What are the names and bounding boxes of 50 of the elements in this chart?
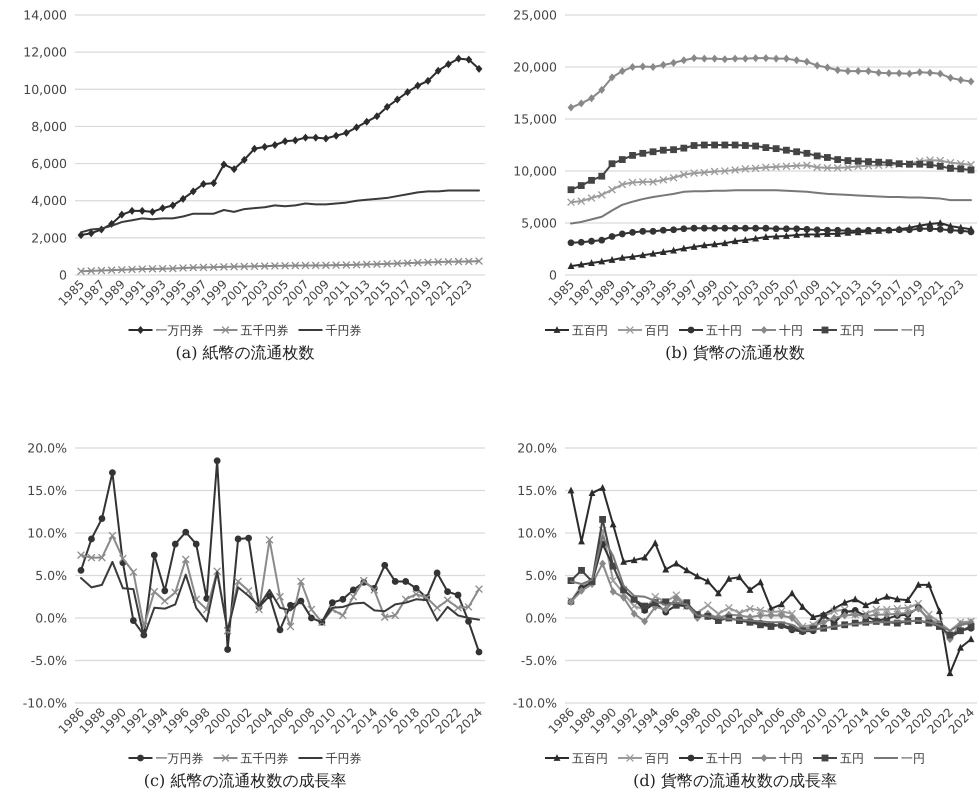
y-tick-label: 4,000 [31,193,68,208]
y-tick-label: 0 [549,268,558,282]
legend-label: 千円券 [326,752,362,766]
text: (d) 貨幣の流通枚数の成長率 [633,771,837,790]
y-tick-label: 10.0% [27,526,68,540]
y-tick-label: 5,000 [521,216,558,230]
text: (b) 貨幣の流通枚数 [665,343,805,362]
legend-label: 一円 [901,752,925,766]
y-tick-label: 15.0% [517,483,558,498]
legend-label: 一万円券 [156,324,204,338]
legend-label: 五千円券 [240,324,288,338]
y-tick-label: 14,000 [23,8,68,22]
legend-label: 百円 [645,324,669,338]
y-tick-label: 10,000 [513,164,558,178]
legend-label: 十円 [779,752,803,766]
y-tick-label: 0.0% [35,610,68,626]
y-tick-label: -5.0% [520,653,558,668]
legend-label: 五百円 [572,752,608,766]
legend-label: 十円 [779,324,803,338]
y-tick-label: 0 [59,268,68,282]
legend-label: 五十円 [706,752,742,766]
legend-label: 五百円 [572,324,608,338]
legend-label: 五円 [840,324,864,338]
legend-label: 五円 [840,752,864,766]
y-tick-label: 20.0% [517,440,558,456]
y-tick-label: 10.0% [517,526,558,540]
y-tick-label: 6,000 [31,156,68,172]
y-tick-label: 0.0% [525,610,558,626]
legend-label: 五十円 [706,324,742,338]
legend-label: 一万円券 [156,752,204,766]
text: (c) 紙幣の流通枚数の成長率 [144,771,346,790]
text: (a) 紙幣の流通枚数 [175,343,315,362]
y-tick-label: 8,000 [31,118,68,134]
y-tick-label: 20,000 [513,60,558,74]
y-tick-label: 10,000 [23,82,68,97]
y-tick-label: 2,000 [31,230,68,246]
y-tick-label: 15,000 [513,112,558,126]
legend-label: 五千円券 [240,752,288,766]
y-tick-label: -5.0% [30,653,68,668]
y-tick-label: -10.0% [22,696,68,710]
legend-label: 一円 [901,324,925,338]
y-tick-label: 12,000 [23,44,68,60]
legend-label: 百円 [645,752,669,766]
y-tick-label: 25,000 [513,8,558,22]
y-tick-label: 5.0% [525,568,558,583]
y-tick-label: 20.0% [27,440,68,456]
y-tick-label: -10.0% [512,696,558,710]
y-tick-label: 15.0% [27,483,68,498]
y-tick-label: 5.0% [35,568,68,583]
legend-label: 千円券 [326,324,362,338]
